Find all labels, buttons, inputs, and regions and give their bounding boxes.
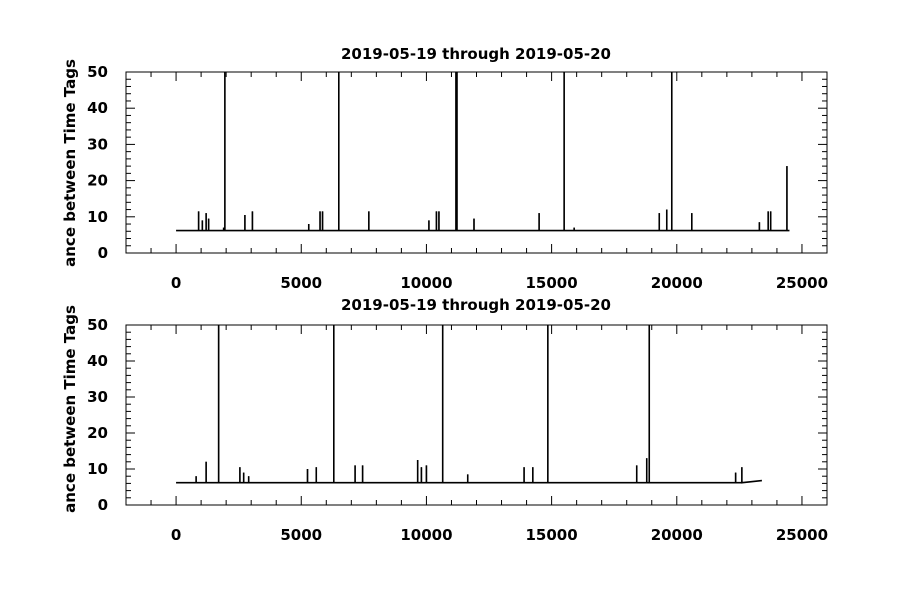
axis-ticks: 0 5000 10000 15000 20000 25000 0 10 20 30 40 50	[87, 316, 828, 544]
y-tick-label: 40	[87, 352, 108, 370]
x-tick-label: 0	[171, 274, 181, 292]
y-tick-label: 20	[87, 172, 108, 190]
x-tick-label: 25000	[776, 274, 828, 292]
y-axis-label: ance between Time Tags	[61, 59, 79, 267]
chart-title: 2019-05-19 through 2019-05-20	[341, 45, 611, 63]
series-line	[176, 325, 762, 484]
y-tick-label: 0	[98, 496, 108, 514]
x-tick-label: 20000	[651, 526, 703, 544]
y-tick-label: 30	[87, 135, 108, 153]
plot-frame	[125, 324, 828, 506]
x-tick-label: 15000	[526, 526, 578, 544]
data-series	[176, 72, 790, 232]
x-tick-label: 20000	[651, 274, 703, 292]
y-tick-label: 30	[87, 388, 108, 406]
y-tick-label: 10	[87, 460, 108, 478]
y-tick-label: 40	[87, 99, 108, 117]
data-series	[176, 325, 762, 484]
x-tick-label: 0	[171, 526, 181, 544]
y-tick-label: 50	[87, 316, 108, 334]
chart-bottom: 2019-05-19 through 2019-05-20 ance betwe…	[61, 296, 828, 544]
x-tick-label: 10000	[400, 274, 452, 292]
x-tick-label: 10000	[400, 526, 452, 544]
x-tick-label: 5000	[280, 274, 322, 292]
plot-frame	[125, 71, 828, 254]
x-tick-label: 15000	[526, 274, 578, 292]
y-tick-label: 20	[87, 424, 108, 442]
y-tick-label: 0	[98, 244, 108, 262]
x-tick-label: 5000	[280, 526, 322, 544]
chart-top: 2019-05-19 through 2019-05-20 ance betwe…	[61, 45, 828, 292]
y-tick-label: 10	[87, 208, 108, 226]
chart-title: 2019-05-19 through 2019-05-20	[341, 296, 611, 314]
series-line	[176, 72, 790, 232]
y-axis-label: ance between Time Tags	[61, 305, 79, 513]
x-tick-label: 25000	[776, 526, 828, 544]
y-tick-label: 50	[87, 63, 108, 81]
